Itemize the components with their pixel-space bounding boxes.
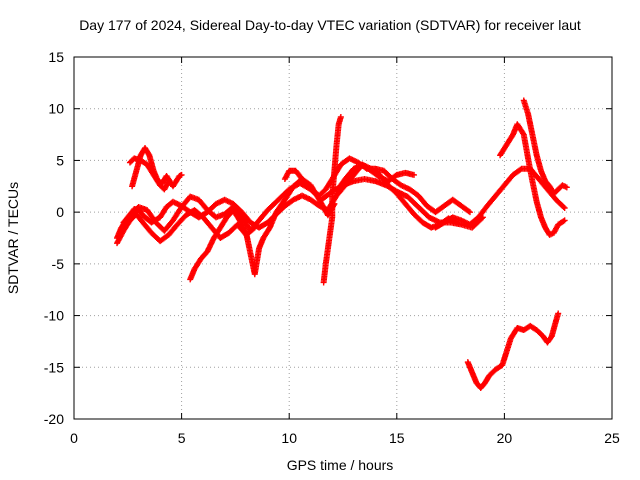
data-point bbox=[560, 203, 567, 210]
axes: 0 5 10 15 20 25 15 10 5 0 -5 -10 -15 -20 bbox=[44, 49, 620, 446]
series-arc-j bbox=[333, 161, 418, 195]
x-axis-title: GPS time / hours bbox=[287, 457, 394, 473]
x-tick-label: 10 bbox=[281, 430, 297, 446]
x-tick-label: 15 bbox=[389, 430, 405, 446]
data-marks bbox=[114, 97, 570, 391]
y-tick-label: -20 bbox=[44, 411, 64, 427]
y-tick-label: 10 bbox=[48, 101, 64, 117]
data-point bbox=[465, 208, 472, 215]
series-arc-d bbox=[126, 155, 172, 193]
y-tick-label: 0 bbox=[56, 204, 64, 220]
y-axis-title: SDTVAR / TECUs bbox=[5, 182, 21, 294]
grid bbox=[74, 57, 612, 419]
series-arc-n bbox=[464, 310, 562, 391]
y-tick-label: 5 bbox=[56, 152, 64, 168]
data-point bbox=[561, 205, 568, 212]
data-point bbox=[555, 310, 562, 317]
series-arc-h bbox=[281, 155, 473, 216]
series-arc-l bbox=[497, 121, 568, 238]
x-tick-label: 0 bbox=[70, 430, 78, 446]
data-point bbox=[519, 130, 526, 137]
series-arc-m bbox=[520, 97, 570, 197]
x-tick-label: 25 bbox=[604, 430, 620, 446]
data-point bbox=[561, 217, 568, 224]
data-point bbox=[411, 171, 418, 178]
data-point bbox=[563, 184, 570, 191]
data-point bbox=[165, 178, 172, 185]
series-arc-i bbox=[320, 113, 344, 286]
plot-frame bbox=[73, 56, 613, 420]
y-tick-label: -10 bbox=[44, 308, 64, 324]
data-point bbox=[178, 171, 185, 178]
y-tick-label: -5 bbox=[52, 256, 65, 272]
data-point bbox=[560, 218, 567, 225]
x-tick-label: 20 bbox=[497, 430, 513, 446]
y-tick-label: -15 bbox=[44, 359, 64, 375]
data-point bbox=[466, 209, 473, 216]
x-tick-label: 5 bbox=[178, 430, 186, 446]
chart-title: Day 177 of 2024, Sidereal Day-to-day VTE… bbox=[79, 17, 581, 33]
data-point bbox=[337, 113, 344, 120]
y-tick-label: 15 bbox=[48, 49, 64, 65]
